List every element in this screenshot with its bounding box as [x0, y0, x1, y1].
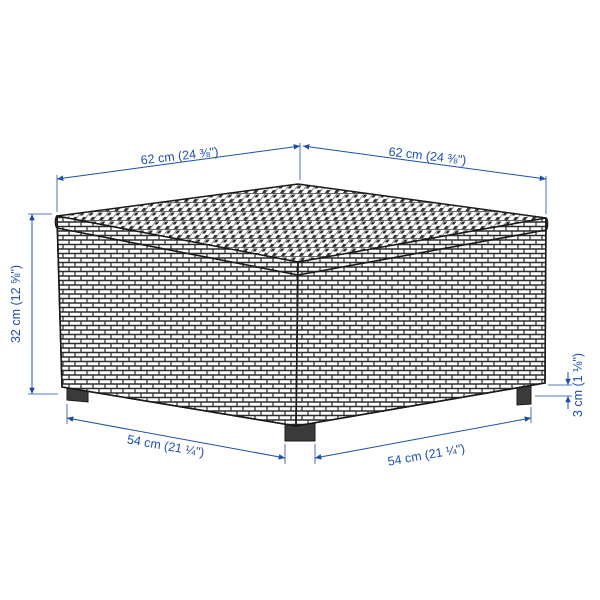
label-top-depth: 62 cm (24 ⅜") [388, 145, 467, 168]
label-leg-height: 3 cm (1 ⅛") [571, 353, 585, 417]
label-top-width: 62 cm (24 ⅜") [140, 145, 219, 168]
ottoman-body [54, 183, 549, 442]
leg-right [516, 385, 532, 406]
dimension-leg-height: 3 cm (1 ⅛") [535, 353, 585, 417]
label-bottom-depth: 54 cm (21 ¼") [387, 441, 466, 468]
label-height: 32 cm (12 ⅝") [9, 265, 23, 343]
dimension-height: 32 cm (12 ⅝") [9, 213, 58, 395]
